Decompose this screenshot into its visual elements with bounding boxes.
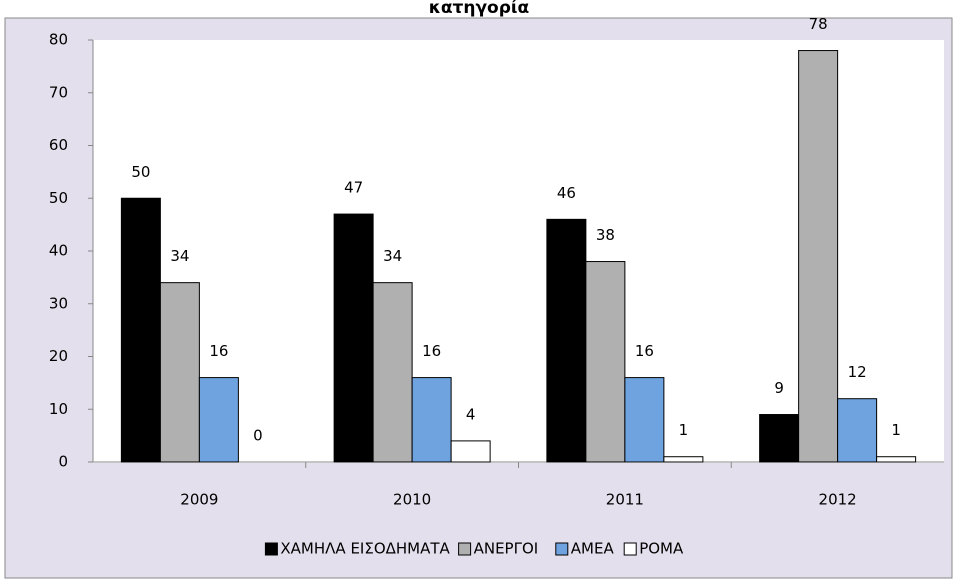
y-tick-label: 60: [49, 136, 68, 154]
data-label: 9: [774, 379, 784, 397]
x-tick-label: 2010: [393, 491, 431, 509]
legend-swatch: [458, 542, 472, 556]
bar: [876, 456, 917, 463]
bar: [837, 398, 878, 463]
y-tick-label: 70: [49, 83, 68, 101]
chart-title: κατηγορία: [429, 0, 529, 18]
bar: [198, 377, 239, 463]
bar: [159, 282, 200, 463]
legend-swatch: [264, 542, 278, 556]
bar: [798, 50, 839, 463]
legend-label: ΑΝΕΡΓΟΙ: [474, 540, 539, 558]
y-tick-label: 30: [49, 294, 68, 312]
bar: [585, 261, 626, 463]
bar: [372, 282, 413, 463]
data-label: 46: [557, 184, 576, 202]
data-label: 1: [891, 421, 901, 439]
data-label: 50: [131, 163, 150, 181]
bar: [333, 213, 374, 463]
legend-swatch: [623, 542, 637, 556]
legend-label: ΡΟΜΑ: [639, 540, 684, 558]
bar: [411, 377, 452, 463]
y-tick-label: 20: [49, 347, 68, 365]
legend-label: ΧΑΜΗΛΑ ΕΙΣΟΔΗΜΑΤΑ: [280, 540, 450, 558]
y-tick-label: 0: [58, 453, 68, 471]
bar: [546, 218, 587, 463]
bar: [663, 456, 704, 463]
data-label: 78: [809, 15, 828, 33]
y-tick-label: 40: [49, 242, 68, 260]
bar: [759, 414, 800, 463]
data-label: 16: [635, 342, 654, 360]
data-label: 47: [344, 179, 363, 197]
bar: [450, 440, 491, 463]
data-label: 38: [596, 226, 615, 244]
x-tick-label: 2012: [819, 491, 857, 509]
legend-swatch: [555, 542, 569, 556]
data-label: 0: [253, 427, 263, 445]
data-label: 1: [679, 421, 689, 439]
data-label: 34: [170, 247, 189, 265]
x-tick-label: 2011: [606, 491, 644, 509]
legend-label: ΑΜΕΑ: [571, 540, 615, 558]
data-label: 12: [848, 363, 867, 381]
data-label: 16: [209, 342, 228, 360]
data-label: 16: [422, 342, 441, 360]
bar: [624, 377, 665, 463]
bar: [120, 197, 161, 463]
y-tick-label: 80: [49, 31, 68, 49]
data-label: 34: [383, 247, 402, 265]
data-label: 4: [466, 405, 476, 423]
y-tick-label: 10: [49, 400, 68, 418]
y-tick-label: 50: [49, 189, 68, 207]
x-tick-label: 2009: [180, 491, 218, 509]
